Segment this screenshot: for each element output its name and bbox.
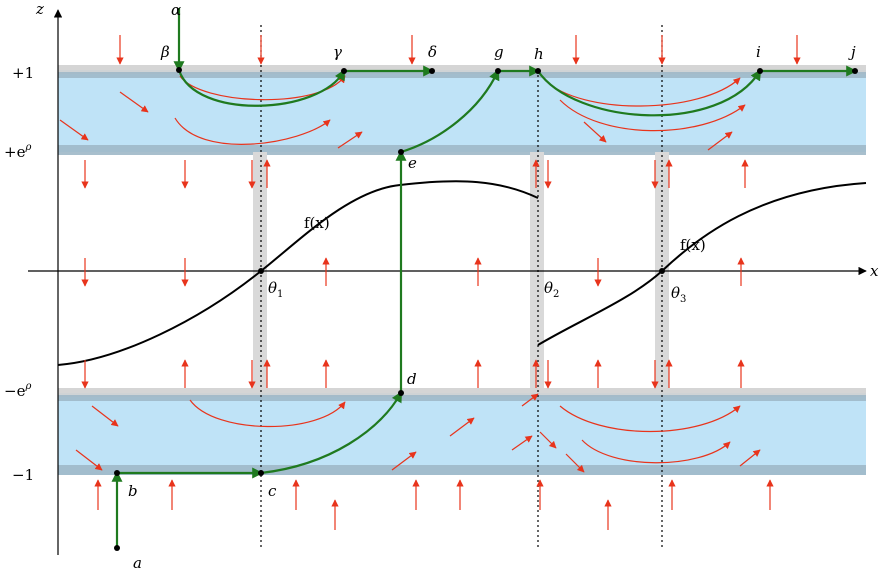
point-b: b	[128, 482, 138, 500]
point-gamma: γ	[333, 43, 342, 61]
axes	[28, 9, 867, 555]
point-e: e	[408, 154, 417, 172]
tick-minus-one: −1	[12, 466, 34, 484]
theta-2-label: θ2	[544, 279, 559, 300]
trajectories	[111, 8, 858, 548]
f-curve	[57, 180, 867, 366]
tick-minus-e-rho: −eρ	[4, 381, 31, 400]
point-j: j	[848, 43, 856, 61]
f-label-2: f(x)	[680, 236, 706, 254]
points	[114, 67, 858, 551]
point-h: h	[534, 45, 544, 63]
point-d: d	[407, 370, 417, 388]
x-axis-label: x	[870, 262, 879, 280]
upper-band	[58, 65, 866, 155]
theta-3-label: θ3	[671, 284, 686, 305]
theta-1-label: θ1	[268, 279, 283, 300]
point-c: c	[268, 482, 277, 500]
point-g: g	[494, 43, 504, 61]
dotted-verticals	[260, 25, 663, 548]
point-beta: β	[160, 43, 170, 61]
field-arrows	[59, 35, 801, 530]
tick-plus-one: +1	[12, 64, 34, 82]
lower-band	[58, 388, 866, 475]
point-alpha: α	[171, 1, 181, 19]
point-a: a	[133, 554, 142, 572]
z-axis-label: z	[35, 0, 44, 18]
fuzzy-columns	[253, 152, 669, 388]
f-label-1: f(x)	[304, 214, 330, 232]
point-i: i	[756, 43, 761, 61]
point-delta: δ	[428, 43, 437, 61]
tick-plus-e-rho: +eρ	[4, 142, 31, 161]
